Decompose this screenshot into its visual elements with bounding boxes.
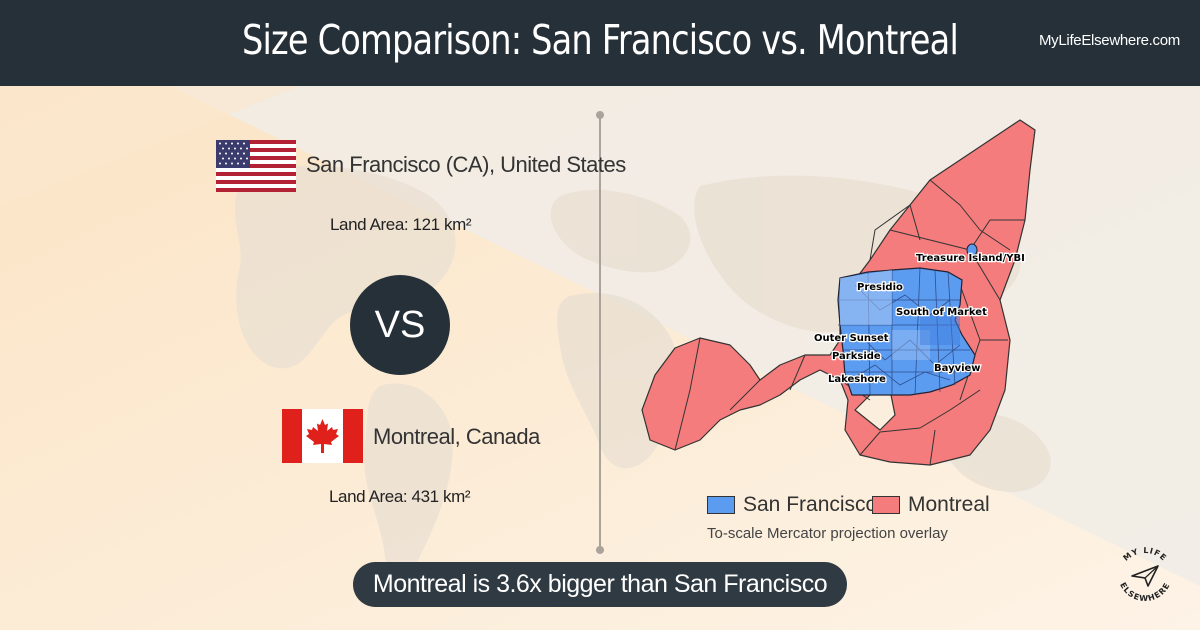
vertical-divider: [599, 114, 601, 550]
legend-item-san-francisco: San Francisco: [707, 492, 877, 518]
city2-name: Montreal, Canada: [373, 424, 540, 449]
vs-label: VS: [374, 304, 426, 346]
legend-label-montreal: Montreal: [908, 493, 990, 516]
vs-badge: VS: [350, 275, 450, 375]
legend-item-montreal: Montreal: [872, 492, 990, 518]
paper-plane-icon: [1131, 565, 1159, 587]
map-label-lakeshore: Lakeshore: [828, 374, 886, 385]
my-life-elsewhere-logo: MY LIFE ELSEWHERE: [1118, 546, 1172, 603]
map-label-parkside: Parkside: [832, 351, 881, 362]
city1-name: San Francisco (CA), United States: [306, 152, 626, 177]
page-title: Size Comparison: San Francisco vs. Montr…: [242, 16, 959, 64]
site-link[interactable]: MyLifeElsewhere.com: [1038, 32, 1180, 49]
canada-flag-icon: [282, 409, 363, 463]
divider-top-dot: [596, 111, 604, 119]
map-label-presidio: Presidio: [857, 282, 903, 293]
map-label-treasure-island: Treasure Island/YBI: [916, 253, 1025, 264]
san-francisco-shape: [837, 243, 978, 396]
header-bar: Size Comparison: San Francisco vs. Montr…: [0, 0, 1200, 86]
svg-text:ELSEWHERE: ELSEWHERE: [1118, 581, 1172, 603]
map-label-outer-sunset: Outer Sunset: [814, 333, 889, 344]
legend-swatch-blue: [707, 496, 735, 514]
map-label-bayview: Bayview: [934, 363, 981, 374]
map-label-south-of-market: South of Market: [896, 307, 987, 318]
city-overlay-map: Treasure Island/YBI Presidio South of Ma…: [641, 119, 1036, 466]
map-caption: To-scale Mercator projection overlay: [707, 525, 948, 542]
city1-land-area: Land Area: 121 km²: [330, 215, 472, 234]
city2-land-area: Land Area: 431 km²: [329, 487, 471, 506]
divider-bottom-dot: [596, 546, 604, 554]
comparison-verdict: Montreal is 3.6x bigger than San Francis…: [353, 562, 847, 607]
legend-label-san-francisco: San Francisco: [743, 493, 878, 516]
us-flag-icon: [216, 140, 296, 192]
legend-swatch-red: [872, 496, 900, 514]
svg-text:MY LIFE: MY LIFE: [1121, 546, 1168, 563]
